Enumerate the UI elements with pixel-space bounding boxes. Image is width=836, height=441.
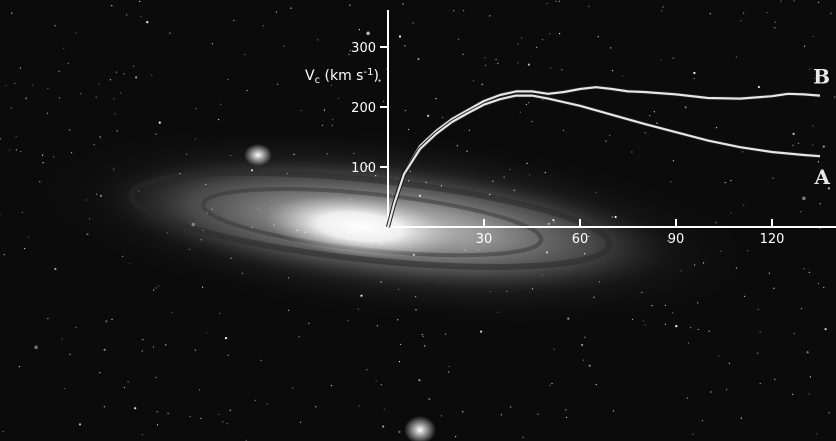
x-tick-label: 60 (572, 232, 589, 247)
series-a-label: A (813, 165, 830, 189)
series-b-shadow (386, 85, 821, 228)
y-tick-label: 100 (351, 161, 376, 176)
series-b-line (386, 86, 821, 228)
x-tick-label: 90 (668, 232, 685, 247)
series-a-shadow (386, 93, 821, 228)
x-tick-label: 30 (476, 232, 493, 247)
series-b-label: B (813, 65, 830, 89)
y-axis-label: Vc (km s-1) (305, 67, 379, 86)
x-tick-label: 120 (760, 232, 785, 247)
series-a-line (386, 94, 821, 228)
y-tick-label: 200 (351, 101, 376, 116)
y-tick-label: 300 (351, 41, 376, 56)
